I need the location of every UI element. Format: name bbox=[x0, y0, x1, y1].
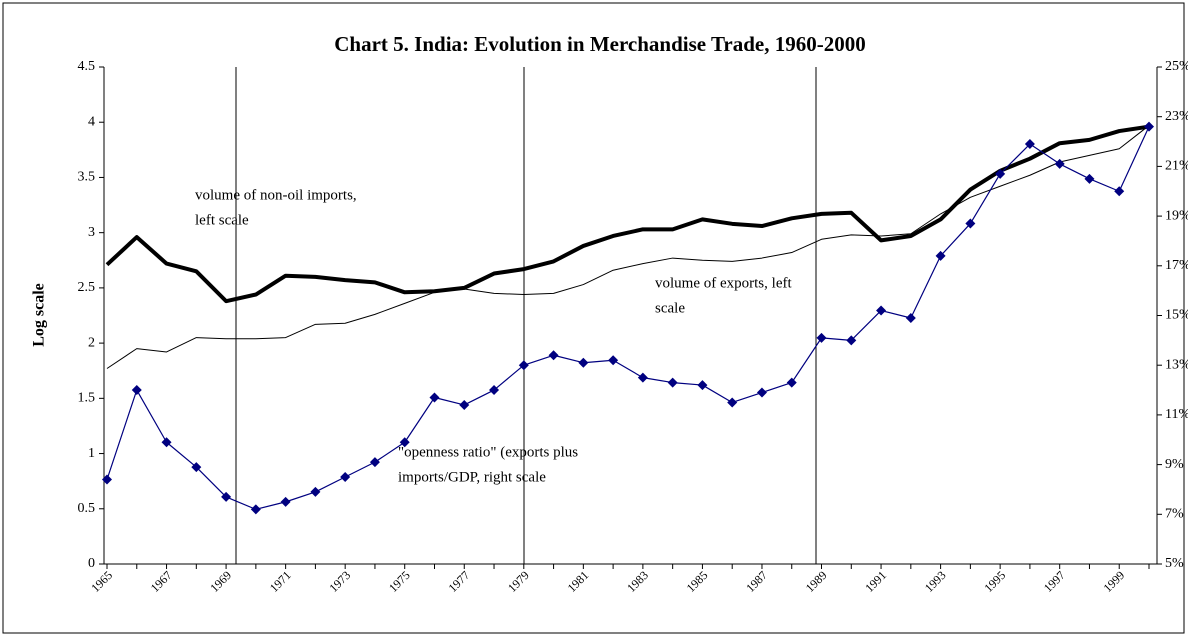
x-tick-label: 1991 bbox=[862, 568, 889, 595]
y-tick-label: 0 bbox=[88, 556, 95, 571]
y2-tick-label: 17% bbox=[1165, 258, 1188, 273]
data-point bbox=[489, 385, 500, 396]
y2-tick-label: 9% bbox=[1165, 457, 1184, 472]
data-point bbox=[1084, 173, 1095, 184]
x-tick-label: 1983 bbox=[624, 568, 651, 595]
series-line bbox=[106, 126, 1150, 510]
y2-tick-label: 19% bbox=[1165, 208, 1188, 223]
y2-tick-label: 7% bbox=[1165, 507, 1184, 522]
x-tick-label: 1997 bbox=[1041, 568, 1068, 595]
y2-tick-label: 21% bbox=[1165, 159, 1188, 174]
x-tick-label: 1999 bbox=[1100, 568, 1127, 595]
data-point bbox=[608, 355, 619, 366]
data-point bbox=[221, 491, 232, 502]
data-point bbox=[102, 474, 112, 485]
annotation: scale bbox=[655, 300, 685, 316]
y-tick-label: 1.5 bbox=[78, 391, 96, 406]
data-point bbox=[816, 332, 827, 343]
y2-tick-label: 11% bbox=[1165, 407, 1188, 422]
data-point bbox=[995, 168, 1006, 179]
x-tick-label: 1967 bbox=[148, 568, 175, 595]
x-tick-label: 1969 bbox=[207, 568, 234, 595]
x-tick-label: 1993 bbox=[922, 568, 949, 595]
x-tick-label: 1981 bbox=[565, 568, 592, 595]
x-tick-label: 1995 bbox=[981, 568, 1008, 595]
x-tick-label: 1965 bbox=[88, 568, 115, 595]
data-point bbox=[578, 357, 589, 368]
data-point bbox=[727, 397, 738, 408]
chart-title: Chart 5. India: Evolution in Merchandise… bbox=[334, 32, 865, 56]
data-point bbox=[280, 496, 291, 507]
annotation: volume of non-oil imports, bbox=[195, 187, 357, 203]
y-tick-label: 3 bbox=[88, 225, 95, 240]
annotation: volume of exports, left bbox=[655, 275, 792, 291]
series-line bbox=[105, 124, 1150, 304]
data-point bbox=[518, 360, 529, 371]
data-point bbox=[429, 392, 440, 403]
data-point bbox=[846, 335, 857, 346]
data-point bbox=[667, 377, 678, 388]
data-point bbox=[1114, 186, 1125, 197]
y2-tick-label: 13% bbox=[1165, 357, 1188, 372]
x-tick-label: 1975 bbox=[386, 568, 413, 595]
x-tick-label: 1989 bbox=[803, 568, 830, 595]
data-point bbox=[161, 437, 172, 448]
x-tick-label: 1973 bbox=[326, 568, 353, 595]
x-tick-label: 1971 bbox=[267, 568, 294, 595]
data-point bbox=[399, 437, 410, 448]
y2-tick-label: 25% bbox=[1165, 59, 1188, 74]
data-point bbox=[905, 312, 916, 323]
y-tick-label: 2 bbox=[88, 335, 95, 350]
data-point bbox=[250, 504, 261, 515]
x-tick-label: 1985 bbox=[684, 568, 711, 595]
y2-tick-label: 5% bbox=[1165, 556, 1184, 571]
x-tick-label: 1977 bbox=[445, 568, 472, 595]
data-point bbox=[786, 377, 797, 388]
y-tick-label: 4.5 bbox=[78, 59, 96, 74]
data-point bbox=[191, 462, 202, 473]
y-axis-label: Log scale bbox=[31, 283, 48, 347]
data-point bbox=[1024, 139, 1035, 150]
data-point bbox=[340, 472, 351, 483]
y-tick-label: 1 bbox=[88, 446, 95, 461]
y-tick-label: 2.5 bbox=[78, 280, 96, 295]
data-point bbox=[369, 457, 380, 468]
data-point bbox=[756, 387, 767, 398]
data-point bbox=[965, 218, 976, 229]
y-tick-label: 3.5 bbox=[78, 170, 96, 185]
data-point bbox=[697, 380, 708, 391]
data-point bbox=[459, 399, 470, 410]
y2-tick-label: 23% bbox=[1165, 109, 1188, 124]
annotation: "openness ratio" (exports plus bbox=[398, 444, 578, 460]
x-tick-label: 1979 bbox=[505, 568, 532, 595]
data-point bbox=[1054, 158, 1065, 169]
data-point bbox=[310, 486, 321, 497]
y2-tick-label: 15% bbox=[1165, 308, 1188, 323]
data-point bbox=[637, 372, 648, 383]
series-line bbox=[106, 125, 1150, 369]
y-tick-label: 0.5 bbox=[78, 501, 96, 516]
data-point bbox=[131, 385, 142, 396]
annotation: imports/GDP, right scale bbox=[398, 469, 546, 485]
x-tick-label: 1987 bbox=[743, 568, 770, 595]
data-point bbox=[1144, 121, 1154, 132]
annotation: left scale bbox=[195, 212, 249, 228]
data-point bbox=[935, 250, 946, 261]
data-point bbox=[876, 305, 887, 316]
data-point bbox=[548, 350, 559, 361]
y-tick-label: 4 bbox=[88, 114, 95, 129]
